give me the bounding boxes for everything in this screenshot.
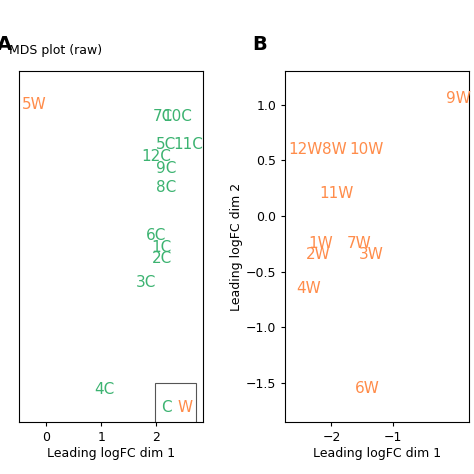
Text: 8W: 8W [322,142,347,156]
Text: 8C: 8C [156,180,176,195]
Text: 4C: 4C [94,382,114,397]
Text: 10C: 10C [162,109,192,124]
Text: B: B [252,35,267,54]
Text: 1W: 1W [308,236,333,251]
Text: 3W: 3W [359,247,383,262]
Text: 12C: 12C [141,149,171,164]
Text: 2C: 2C [152,252,172,266]
FancyBboxPatch shape [155,383,196,433]
Y-axis label: Leading logFC dim 2: Leading logFC dim 2 [230,182,243,310]
Text: 6W: 6W [355,381,379,396]
Text: 9C: 9C [156,161,176,176]
Text: 6C: 6C [146,228,166,243]
Text: 3C: 3C [136,275,156,290]
Text: 2W: 2W [306,247,330,262]
X-axis label: Leading logFC dim 1: Leading logFC dim 1 [47,447,175,460]
Text: 9W: 9W [447,91,471,107]
Text: 5W: 5W [22,97,47,112]
Text: 4W: 4W [296,281,320,296]
Text: 11W: 11W [319,186,354,201]
Text: 11C: 11C [173,137,203,152]
Text: MDS plot (raw): MDS plot (raw) [9,44,102,57]
Text: C: C [161,400,172,415]
Text: 12W: 12W [289,142,323,156]
Text: 10W: 10W [350,142,384,156]
X-axis label: Leading logFC dim 1: Leading logFC dim 1 [313,447,441,460]
Text: 1C: 1C [152,239,172,255]
Text: 7C: 7C [153,109,173,124]
Text: 7W: 7W [346,236,371,251]
Text: A: A [0,35,12,54]
Text: W: W [177,400,192,415]
Text: 5C: 5C [156,137,176,152]
